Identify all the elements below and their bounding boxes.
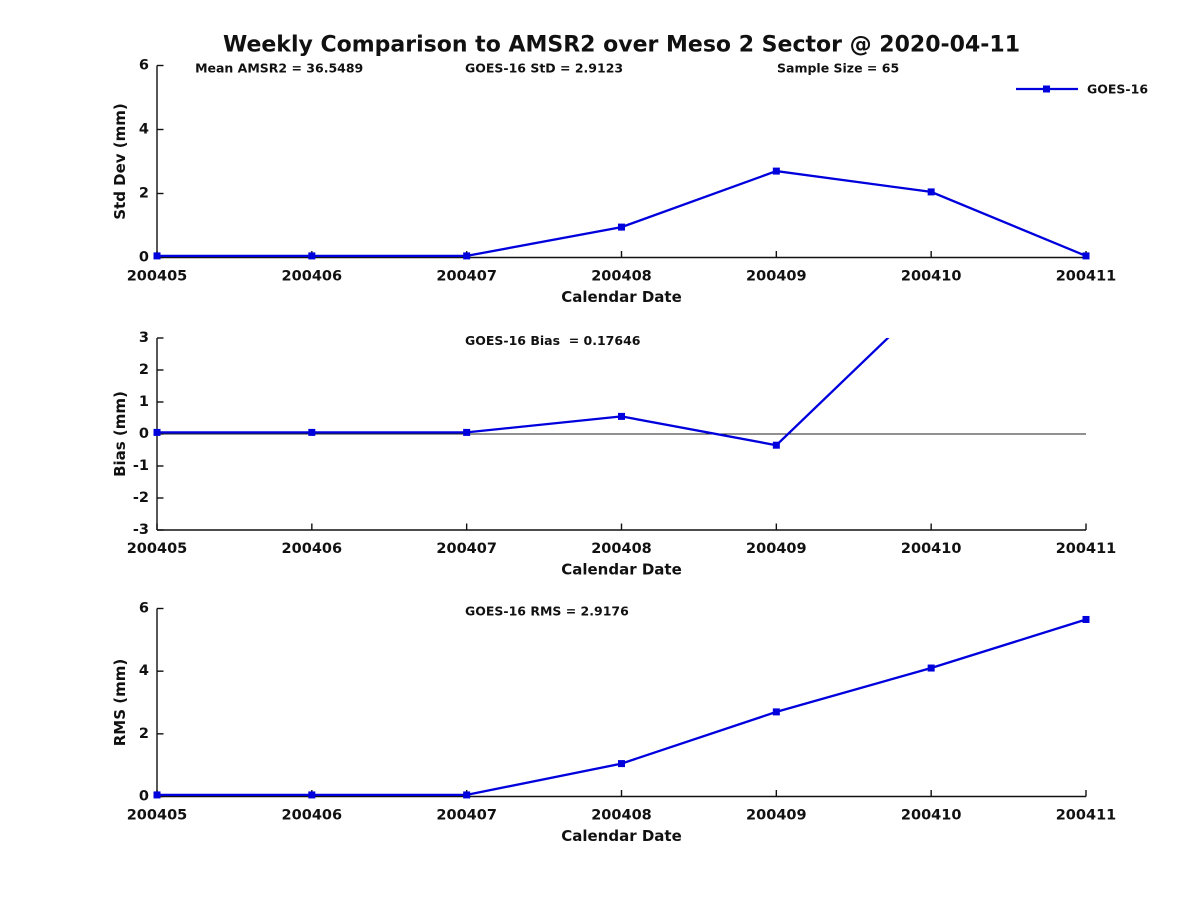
subplot-rms: 0 2 4 6 200405 200406 200407 200408 200409 200410… xyxy=(111,601,1116,846)
data-point-marker xyxy=(463,791,471,799)
y-tick-label: 2 xyxy=(139,726,149,742)
y-axis-title: RMS (mm) xyxy=(111,659,129,746)
legend-marker xyxy=(1043,85,1050,93)
x-tick-label: 200410 xyxy=(901,541,962,557)
data-point-marker xyxy=(153,252,161,260)
data-point-marker xyxy=(618,223,625,231)
y-tick-label: 4 xyxy=(139,122,149,138)
data-point-marker xyxy=(308,791,316,799)
y-axis-title: Bias (mm) xyxy=(111,391,129,477)
series-goes-16 xyxy=(153,293,935,449)
x-tick-label: 200408 xyxy=(591,541,652,557)
data-point-marker xyxy=(1082,615,1090,623)
data-point-marker xyxy=(772,708,780,716)
y-tick-label: 2 xyxy=(139,186,149,202)
x-axis-title: Calendar Date xyxy=(561,288,682,306)
stat-annotation: GOES-16 StD = 2.9123 xyxy=(465,61,623,76)
data-line xyxy=(157,618,1087,797)
y-tick-label: 6 xyxy=(139,601,149,617)
figure-title: Weekly Comparison to AMSR2 over Meso 2 S… xyxy=(223,33,1020,58)
y-tick-label: 0 xyxy=(139,789,149,805)
stat-annotation: GOES-16 RMS = 2.9176 xyxy=(465,604,629,619)
stat-annotation: GOES-16 Bias = 0.17646 xyxy=(465,333,641,348)
x-axis-title: Calendar Date xyxy=(561,827,682,845)
x-tick-label: 200405 xyxy=(127,269,188,285)
data-point-marker xyxy=(463,252,471,260)
x-tick-label: 200406 xyxy=(282,808,343,824)
series-goes-16 xyxy=(153,615,1090,799)
data-point-marker xyxy=(153,791,161,799)
data-point-marker xyxy=(772,441,780,449)
x-axis-title: Calendar Date xyxy=(561,561,682,579)
y-tick-label: 0 xyxy=(139,426,149,442)
data-point-marker xyxy=(772,167,780,175)
y-tick-label: 2 xyxy=(139,362,149,378)
data-point-marker xyxy=(927,188,935,196)
data-point-marker xyxy=(463,428,471,436)
x-tick-label: 200408 xyxy=(591,808,652,824)
subplot-bias: -3 -2 -1 0 1 2 3 200405 200406 200407 200408 200409… xyxy=(111,293,1117,579)
data-point-marker xyxy=(618,760,625,768)
subplot-std-dev: 0 2 4 6 200405 200406 200407 200408 200409 200410… xyxy=(111,58,1116,307)
subplots-group: 0 2 4 6 200405 200406 200407 200408 200409 200410… xyxy=(111,58,1116,846)
x-tick-label: 200410 xyxy=(901,269,962,285)
data-point-marker xyxy=(618,412,625,420)
x-tick-label: 200410 xyxy=(901,808,962,824)
x-tick-label: 200407 xyxy=(436,269,497,285)
y-tick-label: 4 xyxy=(139,663,149,679)
y-tick-label: -1 xyxy=(133,458,149,474)
data-point-marker xyxy=(927,664,935,672)
legend-label: GOES-16 xyxy=(1087,82,1148,97)
x-tick-label: 200411 xyxy=(1056,808,1117,824)
y-tick-label: -3 xyxy=(133,522,149,538)
y-tick-label: 3 xyxy=(139,330,149,346)
series-goes-16 xyxy=(153,167,1090,260)
x-tick-label: 200405 xyxy=(127,541,188,557)
x-tick-label: 200407 xyxy=(436,808,497,824)
data-point-marker xyxy=(308,252,316,260)
data-point-marker xyxy=(308,428,316,436)
y-axis-title: Std Dev (mm) xyxy=(111,103,129,220)
y-tick-label: 0 xyxy=(139,250,149,266)
x-tick-label: 200411 xyxy=(1056,269,1117,285)
y-tick-label: 6 xyxy=(139,58,149,74)
x-tick-label: 200405 xyxy=(127,808,188,824)
data-point-marker xyxy=(153,428,161,436)
stat-annotation: Mean AMSR2 = 36.5489 xyxy=(195,61,363,76)
data-point-marker xyxy=(1082,252,1090,260)
y-tick-label: 1 xyxy=(139,394,149,410)
x-tick-label: 200406 xyxy=(282,269,343,285)
stat-annotation: Sample Size = 65 xyxy=(777,61,899,76)
data-line xyxy=(157,169,1087,258)
y-tick-label: -2 xyxy=(133,490,149,506)
x-tick-label: 200411 xyxy=(1056,541,1117,557)
legend: GOES-16 xyxy=(1016,82,1148,97)
x-tick-label: 200406 xyxy=(282,541,343,557)
x-tick-label: 200409 xyxy=(746,269,807,285)
x-tick-label: 200407 xyxy=(436,541,497,557)
x-tick-label: 200408 xyxy=(591,269,652,285)
x-tick-label: 200409 xyxy=(746,808,807,824)
data-point-marker xyxy=(928,293,935,300)
x-tick-label: 200409 xyxy=(746,541,807,557)
